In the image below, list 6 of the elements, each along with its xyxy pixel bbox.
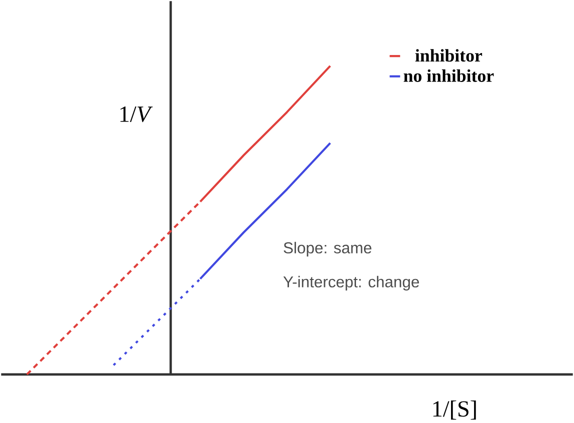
y-axis-title: 1/V bbox=[120, 106, 153, 122]
annotation: Y-intercept: change bbox=[283, 276, 419, 290]
legend-label: no inhibitor bbox=[404, 69, 494, 82]
legend-label: inhibitor bbox=[415, 49, 482, 62]
annotation: Slope: same bbox=[284, 242, 372, 256]
x-axis-title: 1/[S] bbox=[433, 400, 476, 420]
